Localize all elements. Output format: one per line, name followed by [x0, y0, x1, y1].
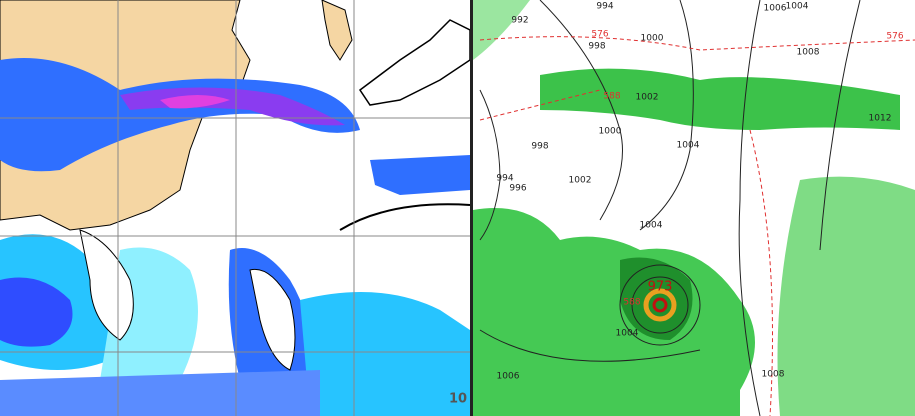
rain-east: [777, 176, 915, 416]
isobars: [479, 0, 861, 416]
map-label: 588: [623, 298, 640, 308]
map-label: 588: [603, 92, 620, 102]
land-korea: [321, 0, 353, 61]
map-label: 1006: [497, 372, 520, 382]
map-label: 1002: [636, 93, 659, 103]
typhoon-eye-ring: [643, 288, 677, 322]
height-contours: [479, 36, 915, 416]
map-label: 973: [648, 280, 673, 295]
map-label: 1012: [869, 114, 892, 124]
lat-lon-grid: [0, 0, 470, 416]
map-label: 1000: [641, 34, 664, 44]
rain-band: [540, 68, 900, 130]
panel-label: 10: [449, 392, 467, 407]
map-label: 1002: [569, 176, 592, 186]
land-indochina: [79, 229, 134, 341]
map-label: 1004: [640, 221, 663, 231]
map-label: 1008: [762, 370, 785, 380]
precip-southeast: [300, 292, 470, 416]
left-panel: 10: [0, 0, 471, 416]
rain-south: [473, 208, 755, 416]
map-label: 1006: [764, 4, 787, 14]
typhoon-core: [652, 297, 668, 313]
map-label: 1008: [797, 48, 820, 58]
precip-east: [370, 155, 470, 195]
map-label: 576: [591, 30, 608, 40]
map-label: 994: [596, 2, 613, 12]
divider: [470, 0, 473, 416]
map-label: 992: [511, 16, 528, 26]
map-label: 1004: [677, 141, 700, 151]
precip-west-core: [0, 277, 73, 347]
map-label: 1004: [616, 329, 639, 339]
coastline: [339, 203, 471, 231]
map-label: 998: [531, 142, 548, 152]
map-label: 998: [588, 42, 605, 52]
map-label: 576: [886, 32, 903, 42]
precip-max: [160, 95, 230, 109]
precip-south: [0, 370, 320, 416]
land-philippines: [249, 268, 296, 371]
precip-band: [0, 58, 360, 172]
map-label: 1000: [599, 127, 622, 137]
rain-nw: [473, 0, 530, 60]
map-label: 996: [509, 184, 526, 194]
map-label: 994: [496, 174, 513, 184]
map-label: 1004: [786, 2, 809, 12]
